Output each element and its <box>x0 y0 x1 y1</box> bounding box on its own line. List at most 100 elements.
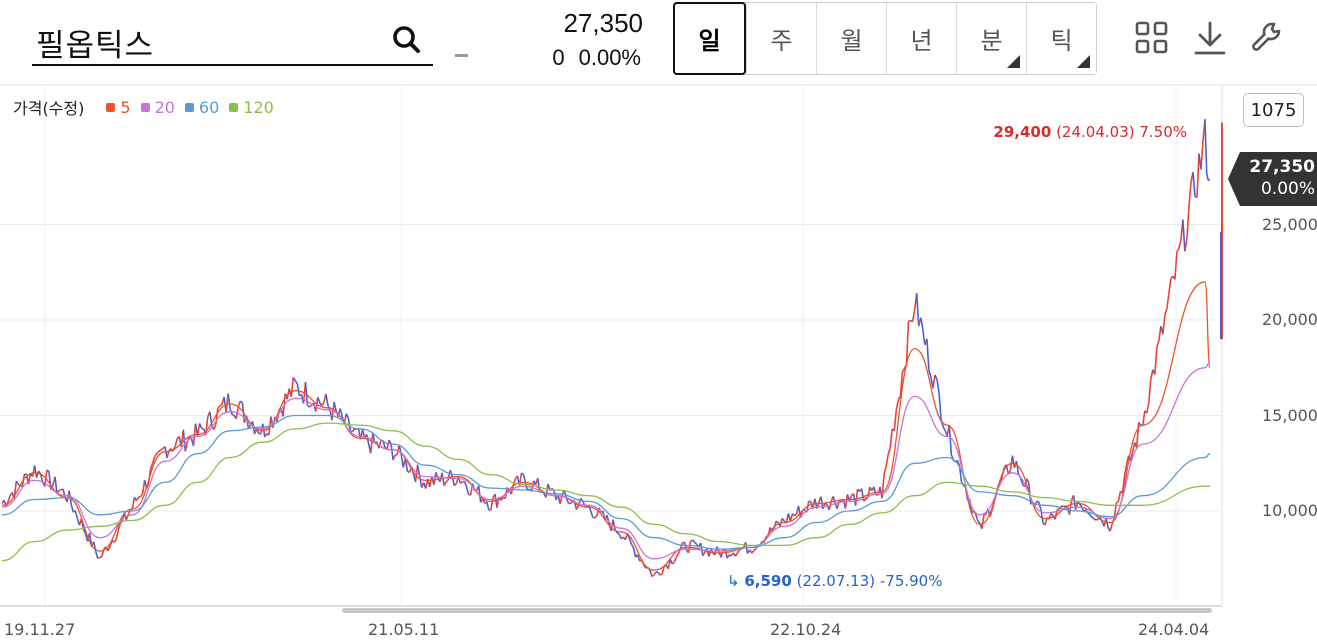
price-candle <box>416 464 421 477</box>
price-candle <box>881 473 885 499</box>
legend-swatch <box>106 102 116 112</box>
price-candle <box>418 475 423 488</box>
price-candle <box>575 505 580 510</box>
search-icon[interactable] <box>391 24 423 56</box>
tab-period-4[interactable]: 분 <box>956 3 1026 74</box>
price-candle <box>15 480 19 485</box>
price-candle <box>1205 173 1210 181</box>
ma-line-5 <box>1 281 1211 571</box>
price-candle <box>1142 410 1146 426</box>
price-candle <box>1089 514 1093 518</box>
price-candle <box>594 514 598 519</box>
price-candle <box>369 432 374 454</box>
price-candle <box>82 529 87 534</box>
price-candle <box>836 500 841 509</box>
download-icon[interactable] <box>1192 20 1228 56</box>
price-candle <box>651 574 655 578</box>
submenu-corner-icon <box>1007 55 1020 68</box>
price-candle <box>1156 340 1160 348</box>
neutral-change-indicator <box>455 54 468 57</box>
price-candle <box>462 480 465 483</box>
price-candle <box>99 556 103 559</box>
price-candle <box>928 370 932 378</box>
price-candle <box>922 328 926 345</box>
legend-item[interactable]: 120 <box>229 98 274 117</box>
tab-label: 틱 <box>1050 27 1073 55</box>
price-candle <box>463 481 468 487</box>
tab-period-5[interactable]: 틱 <box>1026 3 1096 74</box>
price-candle <box>1207 178 1211 182</box>
legend-label: 120 <box>243 97 274 117</box>
price-candle <box>1184 238 1188 252</box>
price-candle <box>198 423 203 429</box>
price-candle <box>196 423 201 436</box>
price-chart[interactable] <box>0 84 1317 640</box>
tab-label: 분 <box>980 27 1003 55</box>
price-candle <box>46 469 50 473</box>
grid-layout-icon[interactable] <box>1134 20 1170 56</box>
tab-period-1[interactable]: 주 <box>746 3 816 74</box>
legend-swatch <box>140 102 150 112</box>
price-candle <box>887 447 891 455</box>
price-candle <box>309 404 313 408</box>
price-candle <box>443 481 447 486</box>
legend-item[interactable]: 20 <box>140 98 175 117</box>
tab-period-3[interactable]: 년 <box>886 3 956 74</box>
y-tick-label: 10,000 <box>1262 501 1317 520</box>
price-candle <box>1011 455 1016 468</box>
high-value: 29,400 <box>993 123 1052 141</box>
price-candle <box>1135 422 1140 448</box>
stock-name[interactable]: 필옵틱스 <box>36 28 155 64</box>
price-candle <box>863 498 867 502</box>
high-detail: (24.04.03) 7.50% <box>1056 123 1187 141</box>
stock-search-field[interactable]: 필옵틱스 <box>32 12 433 66</box>
price-candle <box>1154 347 1158 375</box>
price-candle <box>1162 314 1166 335</box>
price-candle <box>1200 141 1204 170</box>
price-candle <box>920 317 924 330</box>
price-candle <box>1182 219 1186 252</box>
legend-item[interactable]: 60 <box>184 97 220 117</box>
tab-period-0[interactable]: 일 <box>673 2 746 75</box>
price-candle <box>865 496 869 500</box>
price-candle <box>659 573 663 576</box>
price-candle <box>589 510 594 518</box>
price-candle <box>671 561 675 565</box>
zoom-level-badge[interactable]: 1075 <box>1243 93 1304 127</box>
price-candle <box>691 539 696 543</box>
low-detail: (22.07.13) -75.90% <box>796 572 943 590</box>
price-candle <box>1158 326 1162 341</box>
price-candle <box>333 401 337 411</box>
price-candle <box>915 293 920 327</box>
wrench-icon[interactable] <box>1250 20 1286 56</box>
price-candle <box>1121 476 1126 494</box>
legend-label: 60 <box>198 97 220 117</box>
change-percent: 0.00% <box>578 45 641 70</box>
tab-label: 주 <box>770 27 793 55</box>
price-candle <box>213 423 217 430</box>
legend-item[interactable]: 5 <box>106 98 131 117</box>
tab-period-2[interactable]: 월 <box>816 3 886 74</box>
price-candle <box>1148 379 1152 403</box>
high-annotation: 29,400 (24.04.03) 7.50% <box>993 123 1187 141</box>
price-candle <box>1138 421 1142 426</box>
price-candle <box>899 371 904 397</box>
chart-scrollbar[interactable] <box>342 608 1212 613</box>
price-candle <box>1125 455 1130 465</box>
price-candle <box>669 558 673 565</box>
price-candle <box>736 549 741 554</box>
price-candle <box>237 400 242 408</box>
price-candle <box>568 502 571 505</box>
price-candle <box>901 368 906 373</box>
price-candle <box>981 514 985 529</box>
price-candle <box>453 483 457 487</box>
price-candle <box>1123 464 1128 477</box>
price-candle <box>1026 478 1030 483</box>
price-candle <box>307 404 311 408</box>
current-price: 27,350 <box>563 8 643 38</box>
price-candle <box>48 471 52 490</box>
price-candle <box>832 496 836 504</box>
price-candle <box>239 400 243 404</box>
price-candle <box>139 493 144 498</box>
